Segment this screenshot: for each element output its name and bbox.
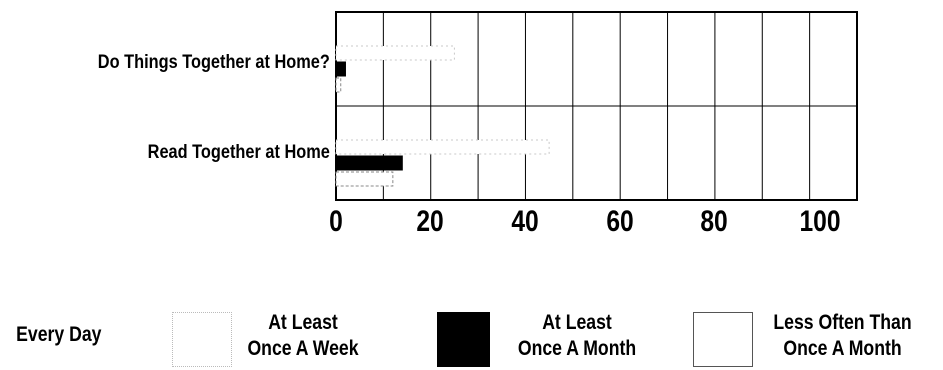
legend-label-every-day: Every Day: [16, 323, 102, 346]
legend-label-less-often-line2: Once A Month: [783, 337, 902, 360]
x-tick-label-80: 80: [700, 205, 728, 238]
legend-label-month-line2: Once A Month: [517, 337, 637, 360]
legend-label-week-line1: At Least: [268, 311, 338, 334]
legend-swatch-less-often: [693, 312, 753, 367]
x-tick-label-100: 100: [799, 205, 841, 238]
bar-series-1-category-2: [335, 139, 550, 155]
x-tick-label-40: 40: [511, 205, 539, 238]
legend-swatch-week: [172, 312, 232, 367]
plot-frame: [335, 11, 858, 201]
legend-swatch-month: [437, 312, 490, 367]
legend-label-month: At Least Once A Month: [506, 310, 649, 362]
legend-label-less-often: Less Often Than Once A Month: [758, 310, 927, 362]
x-tick-label-60: 60: [606, 205, 634, 238]
bar-series-3-category-1: [335, 77, 342, 93]
bar-series-3-category-2: [335, 171, 394, 187]
x-tick-label-0: 0: [329, 205, 343, 238]
legend-label-week-line2: Once A Week: [247, 337, 359, 360]
category-label-read-together: Read Together at Home: [147, 142, 330, 163]
bar-series-2-category-1: [335, 61, 346, 77]
legend-label-month-line1: At Least: [542, 311, 612, 334]
legend-label-less-often-line1: Less Often Than: [773, 311, 912, 334]
x-tick-label-20: 20: [416, 205, 444, 238]
bar-series-1-category-1: [335, 45, 455, 61]
category-label-do-things: Do Things Together at Home?: [97, 52, 330, 73]
bar-series-2-category-2: [335, 155, 403, 171]
legend-label-week: At Least Once A Week: [240, 310, 366, 362]
